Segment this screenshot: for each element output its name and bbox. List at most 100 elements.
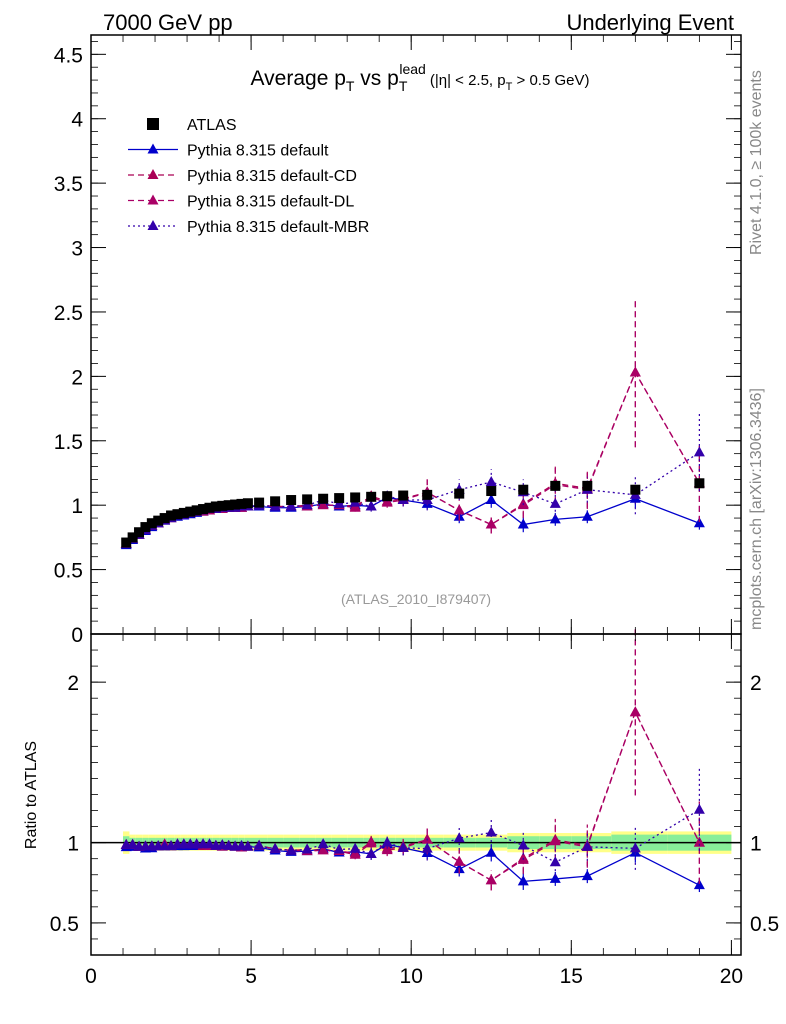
- dl-ratio-point: [629, 706, 641, 717]
- dl-ratio-point: [349, 848, 361, 859]
- mbr-ratio-point: [581, 840, 593, 851]
- main-ytick-label: 1: [71, 495, 83, 518]
- atlas-point: [166, 510, 177, 521]
- dl-line-main: [125, 371, 700, 545]
- ratio-ytick-label-right: 2: [750, 672, 762, 695]
- atlas-point: [550, 480, 561, 491]
- mbr-ratio-point: [693, 803, 705, 814]
- default-ratio-point: [485, 846, 497, 857]
- analysis-label: (ATLAS_2010_I879407): [341, 591, 491, 607]
- legend-label: ATLAS: [187, 117, 237, 134]
- ratio-ytick-label-right: 1: [750, 833, 762, 856]
- default-point: [485, 494, 497, 505]
- dl-line-ratio: [126, 710, 700, 882]
- mbr-ratio-point: [517, 839, 529, 850]
- atlas-point: [518, 484, 529, 495]
- mbr-ratio-point: [349, 842, 361, 853]
- atlas-point: [582, 480, 593, 491]
- default-ratio-point: [581, 870, 593, 881]
- main-ytick-label: 0: [71, 624, 83, 647]
- default-ratio-point: [549, 872, 561, 883]
- dl-ratio-point: [317, 844, 329, 855]
- atlas-point: [146, 518, 157, 529]
- atlas-point: [127, 532, 138, 543]
- dl-point: [349, 501, 361, 512]
- atlas-point: [204, 502, 215, 513]
- atlas-point: [191, 505, 202, 516]
- atlas-point: [210, 501, 221, 512]
- cd-line-ratio: [126, 710, 700, 882]
- header-right: Underlying Event: [566, 10, 734, 35]
- dl-ratio-point: [693, 836, 705, 847]
- xtick-label: 20: [720, 965, 743, 988]
- default-point: [517, 518, 529, 529]
- mbr-ratio-point: [301, 843, 313, 854]
- dl-ratio-point: [549, 835, 561, 846]
- data-marks: [120, 297, 705, 893]
- atlas-point: [198, 504, 209, 515]
- plot-title: Average pT vs pTlead(|η| < 2.5, pT > 0.5…: [251, 61, 590, 94]
- mbr-ratio-point: [269, 842, 281, 853]
- dl-point: [629, 366, 641, 377]
- atlas-point: [230, 499, 241, 510]
- xtick-label: 15: [560, 965, 583, 988]
- default-point: [581, 510, 593, 521]
- mcplots-label: mcplots.cern.ch [arXiv:1306.3436]: [748, 388, 765, 630]
- mbr-point: [365, 500, 377, 511]
- default-point: [549, 513, 561, 524]
- atlas-point: [140, 522, 151, 533]
- legend-marker-atlas: [147, 118, 159, 130]
- atlas-point: [318, 493, 329, 504]
- atlas-point: [382, 491, 393, 502]
- ratio-ytick-label: 1: [67, 833, 79, 856]
- atlas-point: [422, 489, 433, 500]
- mbr-line-main: [125, 451, 700, 545]
- mbr-ratio-point: [485, 826, 497, 837]
- legend-marker: [147, 194, 159, 205]
- atlas-point: [159, 513, 170, 524]
- ratio-ytick-label: 0.5: [50, 913, 79, 936]
- mbr-ratio-point: [333, 843, 345, 854]
- mbr-ratio-point: [203, 838, 215, 849]
- legend-label: Pythia 8.315 default: [187, 143, 329, 160]
- atlas-point: [172, 509, 183, 520]
- atlas-point: [334, 493, 345, 504]
- atlas-point: [270, 496, 281, 507]
- mbr-point: [549, 497, 561, 508]
- dl-ratio-point: [485, 874, 497, 885]
- dl-point: [485, 518, 497, 529]
- legend-marker: [147, 143, 159, 154]
- atlas-point: [630, 484, 641, 495]
- main-ytick-label: 0.5: [54, 560, 83, 583]
- mbr-ratio-point: [242, 840, 254, 851]
- mbr-ratio-point: [127, 838, 139, 849]
- dl-ratio-point: [381, 844, 393, 855]
- dl-point: [453, 504, 465, 515]
- xtick-label: 10: [400, 965, 423, 988]
- mbr-point: [693, 446, 705, 457]
- mbr-point: [485, 475, 497, 486]
- legend: ATLAS Pythia 8.315 default Pythia 8.315 de…: [128, 117, 369, 236]
- mbr-ratio-point: [453, 832, 465, 843]
- dl-ratio-point: [453, 855, 465, 866]
- main-ytick-label: 1.5: [54, 431, 83, 454]
- mbr-ratio-point: [397, 841, 409, 852]
- atlas-point: [217, 500, 228, 511]
- legend-label: Pythia 8.315 default-MBR: [187, 219, 369, 236]
- dl-ratio-point: [365, 837, 377, 848]
- legend-label: Pythia 8.315 default-DL: [187, 194, 354, 211]
- atlas-point: [178, 507, 189, 518]
- atlas-point: [694, 478, 705, 489]
- main-ytick-label: 4: [71, 109, 83, 132]
- ratio-frame: [90, 633, 742, 956]
- default-ratio-point: [693, 879, 705, 890]
- legend-marker: [147, 220, 159, 230]
- main-ytick-label: 3.5: [54, 173, 83, 196]
- atlas-point: [236, 498, 247, 509]
- legend-label: Pythia 8.315 default-CD: [187, 168, 357, 185]
- mbr-ratio-point: [421, 842, 433, 853]
- xtick-label: 0: [85, 965, 97, 988]
- mbr-ratio-point: [629, 842, 641, 853]
- xtick-label: 5: [245, 965, 257, 988]
